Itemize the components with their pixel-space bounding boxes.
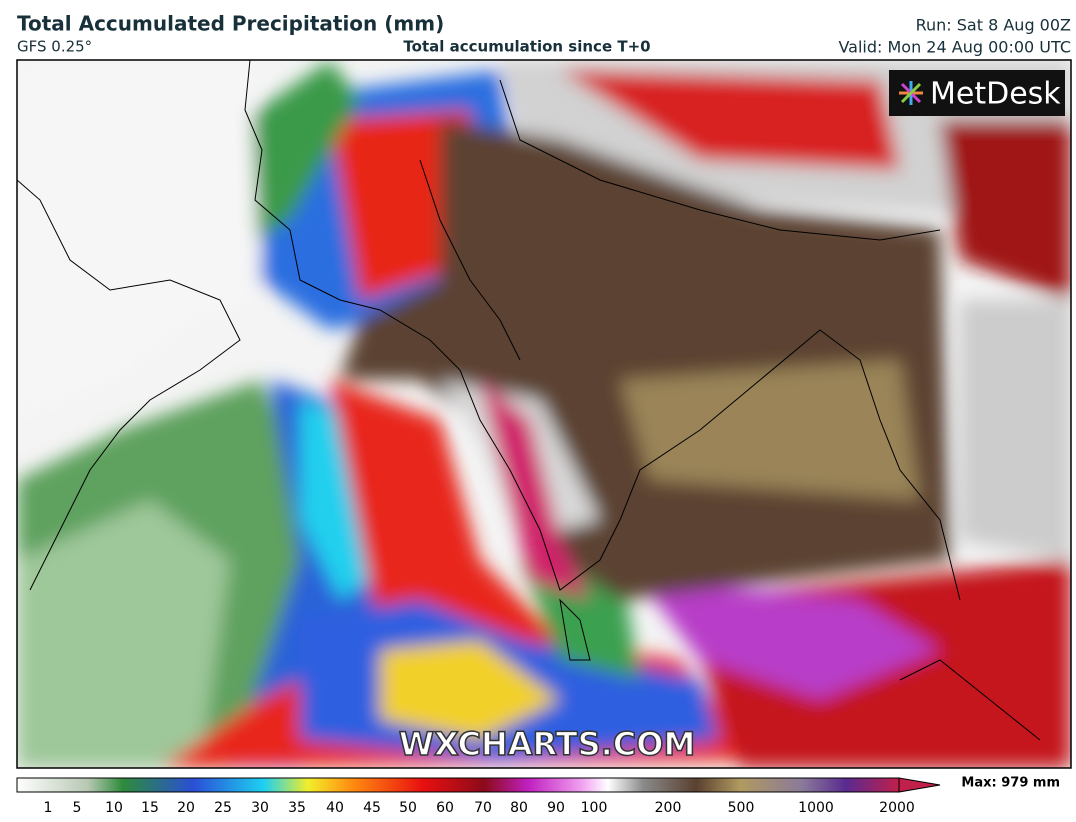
colorbar-label: 1000 [798,800,834,816]
valid: Valid: Mon 24 Aug 00:00 UTC [838,38,1071,57]
logo-icon [899,81,923,105]
colorbar-label: 60 [436,800,454,816]
model: GFS 0.25° [17,38,92,56]
watermark: WXCHARTS.COM [399,725,696,763]
colorbar-label: 35 [288,800,306,816]
colorbar-label: 500 [728,800,755,816]
colorbar-label: 50 [399,800,417,816]
map-frame [16,59,1072,769]
colorbar-label: 45 [363,800,381,816]
colorbar-label: 20 [177,800,195,816]
colorbar-label: 25 [214,800,232,816]
colorbar-label: 200 [655,800,682,816]
colorbar-label: 30 [251,800,269,816]
colorbar-label: 5 [73,800,82,816]
logo-text: MetDesk [930,77,1061,112]
colorbar-label: 2000 [879,800,915,816]
colorbar-label: 70 [474,800,492,816]
colorbar-label: 10 [105,800,123,816]
title: Total Accumulated Precipitation (mm) [17,12,444,36]
max-label: Max: 979 mm [961,776,1060,791]
colorbar-label: 100 [581,800,608,816]
colorbar-labels: 1 5 10 15 20 25 30 35 40 45 50 60 70 80 90 100 200 500 100… [44,800,915,816]
colorbar-label: 1 [44,800,53,816]
colorbar-label: 90 [547,800,565,816]
colorbar [16,777,900,793]
colorbar-label: 15 [141,800,159,816]
colorbar-label: 40 [326,800,344,816]
colorbar-label: 80 [510,800,528,816]
run: Run: Sat 8 Aug 00Z [916,16,1071,35]
map [17,60,1071,768]
colorbar-arrow [898,777,941,793]
subtitle: Total accumulation since T+0 [403,38,650,56]
